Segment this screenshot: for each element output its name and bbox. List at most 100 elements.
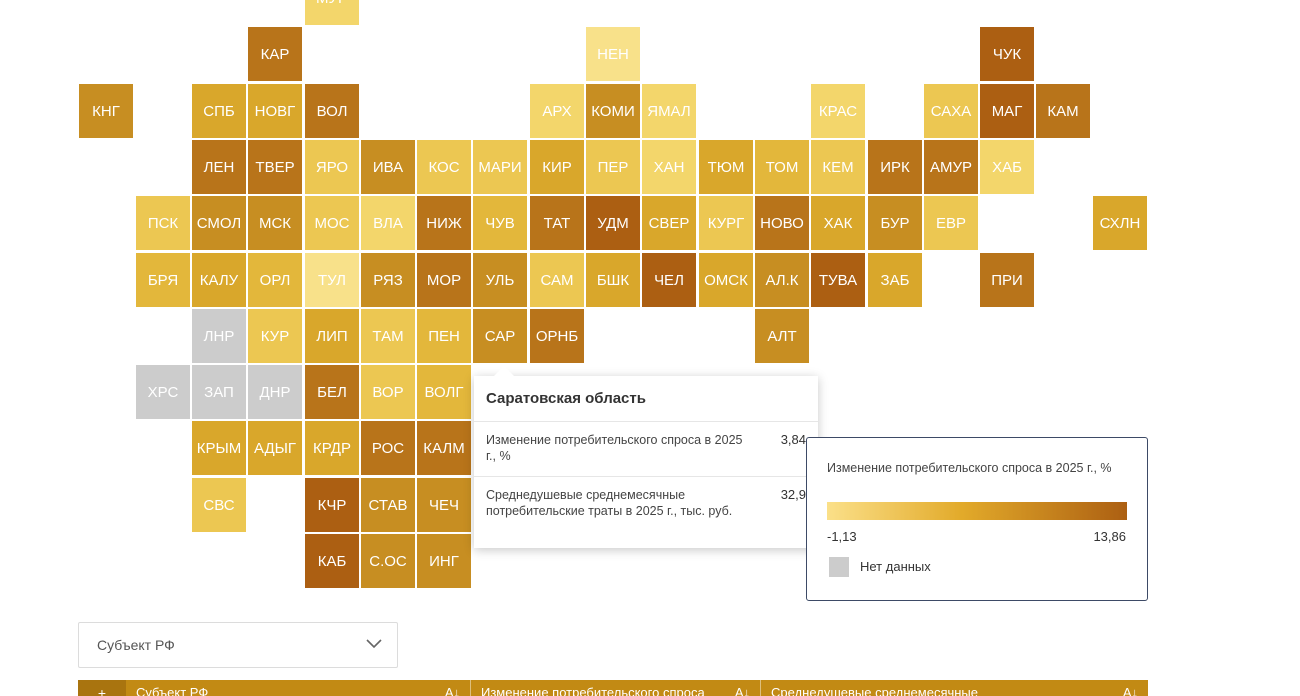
region-tile-33[interactable]: МОС [305, 196, 359, 250]
region-tile-61[interactable]: ЛНР [192, 309, 246, 363]
region-tile-20[interactable]: МАРИ [473, 140, 527, 194]
region-tile-86[interactable]: ИНГ [417, 534, 471, 588]
region-tile-73[interactable]: ВОР [361, 365, 415, 419]
region-tile-72[interactable]: БЕЛ [305, 365, 359, 419]
region-tile-15[interactable]: ЛЕН [192, 140, 246, 194]
region-tooltip: Саратовская область Изменение потребител… [474, 366, 818, 548]
region-tile-71[interactable]: ДНР [248, 365, 302, 419]
region-tile-79[interactable]: КАЛМ [417, 421, 471, 475]
region-tile-5[interactable]: СПБ [192, 84, 246, 138]
region-tile-83[interactable]: ЧЕЧ [417, 478, 471, 532]
region-tile-82[interactable]: СТАВ [361, 478, 415, 532]
region-tile-43[interactable]: БУР [868, 196, 922, 250]
color-legend: Изменение потребительского спроса в 2025… [806, 437, 1148, 601]
region-tile-66[interactable]: САР [473, 309, 527, 363]
region-tile-21[interactable]: КИР [530, 140, 584, 194]
region-tile-59[interactable]: ЗАБ [868, 253, 922, 307]
region-tile-29[interactable]: ХАБ [980, 140, 1034, 194]
region-tile-14[interactable]: КАМ [1036, 84, 1090, 138]
region-tile-31[interactable]: СМОЛ [192, 196, 246, 250]
region-tile-32[interactable]: МСК [248, 196, 302, 250]
region-tile-19[interactable]: КОС [417, 140, 471, 194]
region-tile-39[interactable]: СВЕР [642, 196, 696, 250]
region-select-placeholder: Субъект РФ [97, 637, 175, 653]
region-tile-58[interactable]: ТУВА [811, 253, 865, 307]
region-tile-3[interactable]: ЧУК [980, 27, 1034, 81]
region-tile-9[interactable]: КОМИ [586, 84, 640, 138]
region-tile-77[interactable]: КРДР [305, 421, 359, 475]
region-tile-84[interactable]: КАБ [305, 534, 359, 588]
region-tile-45[interactable]: СХЛН [1093, 196, 1147, 250]
region-tile-65[interactable]: ПЕН [417, 309, 471, 363]
region-tile-54[interactable]: БШК [586, 253, 640, 307]
legend-max-value: 13,86 [1093, 529, 1126, 544]
column-header-spending[interactable]: Среднедушевые среднемесячные A↓ [761, 680, 1148, 696]
region-tile-38[interactable]: УДМ [586, 196, 640, 250]
region-tile-51[interactable]: МОР [417, 253, 471, 307]
region-tile-16[interactable]: ТВЕР [248, 140, 302, 194]
region-tile-2[interactable]: НЕН [586, 27, 640, 81]
region-tile-76[interactable]: АДЫГ [248, 421, 302, 475]
region-tile-6[interactable]: НОВГ [248, 84, 302, 138]
region-tile-50[interactable]: РЯЗ [361, 253, 415, 307]
region-tile-49[interactable]: ТУЛ [305, 253, 359, 307]
region-tile-4[interactable]: КНГ [79, 84, 133, 138]
region-select[interactable]: Субъект РФ [78, 622, 398, 668]
region-tile-75[interactable]: КРЫМ [192, 421, 246, 475]
region-tile-25[interactable]: ТОМ [755, 140, 809, 194]
region-tile-47[interactable]: КАЛУ [192, 253, 246, 307]
region-tile-85[interactable]: С.ОС [361, 534, 415, 588]
legend-nodata-label: Нет данных [860, 559, 931, 574]
region-tile-70[interactable]: ЗАП [192, 365, 246, 419]
region-tile-67[interactable]: ОРНБ [530, 309, 584, 363]
column-header-region[interactable]: Субъект РФ A↓ [126, 680, 471, 696]
region-tile-12[interactable]: САХА [924, 84, 978, 138]
region-tile-13[interactable]: МАГ [980, 84, 1034, 138]
region-tile-11[interactable]: КРАС [811, 84, 865, 138]
sort-icon: A↓ [734, 685, 750, 696]
chevron-down-icon [366, 639, 382, 649]
region-tile-8[interactable]: АРХ [530, 84, 584, 138]
region-tile-48[interactable]: ОРЛ [248, 253, 302, 307]
region-tile-46[interactable]: БРЯ [136, 253, 190, 307]
region-tile-63[interactable]: ЛИП [305, 309, 359, 363]
region-tile-56[interactable]: ОМСК [699, 253, 753, 307]
region-tile-0[interactable]: МУР [305, 0, 359, 25]
region-tile-64[interactable]: ТАМ [361, 309, 415, 363]
region-tile-78[interactable]: РОС [361, 421, 415, 475]
region-tile-42[interactable]: ХАК [811, 196, 865, 250]
region-tile-34[interactable]: ВЛА [361, 196, 415, 250]
region-tile-35[interactable]: НИЖ [417, 196, 471, 250]
region-tile-81[interactable]: КЧР [305, 478, 359, 532]
region-tile-80[interactable]: СВС [192, 478, 246, 532]
region-tile-40[interactable]: КУРГ [699, 196, 753, 250]
region-tile-22[interactable]: ПЕР [586, 140, 640, 194]
region-tile-23[interactable]: ХАН [642, 140, 696, 194]
column-header-demand-change[interactable]: Изменение потребительского спроса A↓ [471, 680, 761, 696]
region-tile-7[interactable]: ВОЛ [305, 84, 359, 138]
region-tile-24[interactable]: ТЮМ [699, 140, 753, 194]
region-tile-26[interactable]: КЕМ [811, 140, 865, 194]
region-tile-74[interactable]: ВОЛГ [417, 365, 471, 419]
region-tile-10[interactable]: ЯМАЛ [642, 84, 696, 138]
region-tile-17[interactable]: ЯРО [305, 140, 359, 194]
region-tile-30[interactable]: ПСК [136, 196, 190, 250]
region-tile-62[interactable]: КУР [248, 309, 302, 363]
region-tile-55[interactable]: ЧЕЛ [642, 253, 696, 307]
region-tile-53[interactable]: САМ [530, 253, 584, 307]
region-tile-69[interactable]: ХРС [136, 365, 190, 419]
table-header-expand[interactable]: + [78, 680, 126, 696]
region-tile-36[interactable]: ЧУВ [473, 196, 527, 250]
region-tile-41[interactable]: НОВО [755, 196, 809, 250]
region-tile-52[interactable]: УЛЬ [473, 253, 527, 307]
region-tile-37[interactable]: ТАТ [530, 196, 584, 250]
tooltip-row-demand-change: Изменение потребительского спроса в 2025… [474, 421, 818, 476]
region-tile-27[interactable]: ИРК [868, 140, 922, 194]
region-tile-44[interactable]: ЕВР [924, 196, 978, 250]
region-tile-60[interactable]: ПРИ [980, 253, 1034, 307]
region-tile-57[interactable]: АЛ.К [755, 253, 809, 307]
region-tile-1[interactable]: КАР [248, 27, 302, 81]
region-tile-18[interactable]: ИВА [361, 140, 415, 194]
region-tile-68[interactable]: АЛТ [755, 309, 809, 363]
region-tile-28[interactable]: АМУР [924, 140, 978, 194]
